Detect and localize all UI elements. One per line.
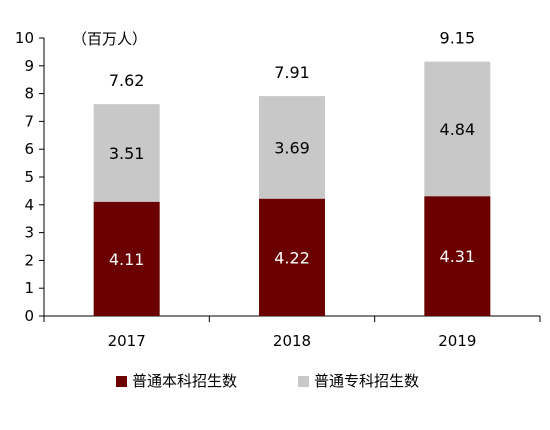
data-label: 3.69	[274, 138, 310, 157]
x-tick-label: 2017	[108, 332, 146, 350]
data-label: 3.51	[109, 144, 145, 163]
axes: 0 1 2 3 4 5 6 7 8 9 10 2017 2018 2019	[15, 29, 541, 350]
bar-segment	[93, 104, 160, 202]
y-tick-label: 10	[15, 29, 34, 47]
bars	[93, 61, 491, 316]
legend: 普通本科招生数 普通专科招生数	[116, 372, 419, 390]
y-tick-label: 3	[24, 224, 34, 242]
legend-swatch	[116, 376, 127, 387]
data-label: 4.11	[109, 250, 145, 269]
bar-segment	[93, 201, 160, 316]
data-label: 4.22	[274, 248, 310, 267]
y-tick-label: 9	[24, 57, 34, 75]
total-label: 9.15	[440, 29, 476, 48]
legend-label: 普通专科招生数	[314, 372, 419, 390]
data-labels: 4.11 3.51 7.62 4.22 3.69 7.91 4.31 4.84 9.15	[109, 29, 475, 269]
y-tick-label: 1	[24, 279, 34, 297]
y-tick-label: 6	[24, 140, 34, 158]
y-tick-label: 2	[24, 251, 34, 269]
x-tick-label: 2019	[438, 332, 476, 350]
data-label: 4.84	[440, 120, 476, 139]
legend-label: 普通本科招生数	[132, 372, 237, 390]
total-label: 7.62	[109, 71, 145, 90]
total-label: 7.91	[274, 63, 310, 82]
bar-segment	[259, 96, 325, 199]
bar-segment	[424, 196, 491, 316]
y-tick-label: 7	[24, 112, 34, 130]
bar-segment	[424, 61, 491, 197]
bar-segment	[259, 198, 325, 316]
y-tick-label: 4	[24, 196, 34, 214]
y-tick-label: 8	[24, 85, 34, 103]
x-tick-label: 2018	[273, 332, 311, 350]
unit-label: （百万人）	[72, 30, 147, 48]
legend-swatch	[298, 376, 309, 387]
y-tick-label: 0	[24, 307, 34, 325]
y-tick-label: 5	[24, 168, 34, 186]
data-label: 4.31	[440, 247, 476, 266]
